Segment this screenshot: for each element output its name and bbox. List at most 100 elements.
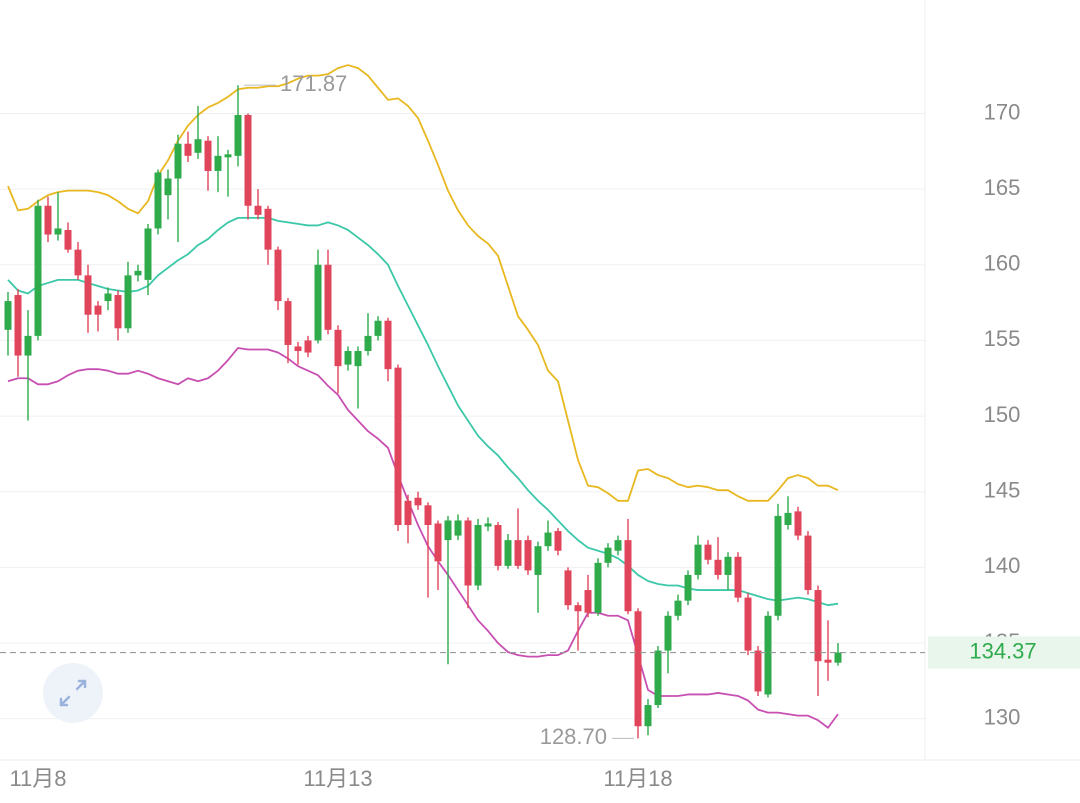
candle-body xyxy=(634,611,642,727)
candle-body xyxy=(684,574,692,601)
candle-body xyxy=(664,615,672,651)
candle-body xyxy=(534,546,542,575)
candle-body xyxy=(424,505,432,526)
y-tick-label: 160 xyxy=(984,251,1021,276)
expand-icon[interactable] xyxy=(59,679,87,707)
candle-body xyxy=(654,650,662,706)
min-annotation: 128.70 xyxy=(540,724,607,749)
candle-body xyxy=(724,556,732,575)
candle-body xyxy=(504,540,512,566)
candle-body xyxy=(264,208,272,250)
candle-body xyxy=(524,540,532,571)
x-tick-label: 11月8 xyxy=(9,766,66,791)
candle-body xyxy=(414,497,422,506)
candle-body xyxy=(224,154,232,158)
candle-body xyxy=(774,515,782,616)
candle-body xyxy=(234,114,242,156)
candle-body xyxy=(694,544,702,575)
candle-body xyxy=(254,205,262,215)
candle-body xyxy=(64,229,72,250)
candle-body xyxy=(764,615,772,695)
candle-body xyxy=(514,540,522,566)
candle-body xyxy=(374,320,382,336)
candle-body xyxy=(124,275,132,329)
y-tick-label: 170 xyxy=(984,99,1021,124)
candle-body xyxy=(834,652,842,663)
y-tick-label: 150 xyxy=(984,402,1021,427)
candle-body xyxy=(734,556,742,598)
candle-body xyxy=(744,597,752,651)
candle-body xyxy=(394,367,402,526)
candle-body xyxy=(354,351,362,367)
candle-body xyxy=(574,605,582,612)
candle-body xyxy=(14,295,22,356)
x-tick-label: 11月13 xyxy=(303,766,372,791)
candle-body xyxy=(164,178,172,196)
candle-body xyxy=(444,520,452,541)
candle-body xyxy=(324,264,332,330)
candle-body xyxy=(674,600,682,616)
candle-body xyxy=(404,500,412,526)
expand-button-bg[interactable] xyxy=(43,663,103,723)
candle-body xyxy=(384,320,392,370)
candle-body xyxy=(344,351,352,365)
candle-body xyxy=(194,139,202,153)
candle-body xyxy=(624,540,632,612)
candle-body xyxy=(434,523,442,562)
candle-body xyxy=(754,650,762,692)
max-annotation: 171.87 xyxy=(280,71,347,96)
candle-body xyxy=(114,295,122,329)
grid xyxy=(0,112,925,720)
candle-body xyxy=(214,155,222,171)
candle-body xyxy=(824,659,832,663)
candle-body xyxy=(554,531,562,551)
candle-body xyxy=(54,228,62,235)
band-line xyxy=(7,216,839,607)
band-line xyxy=(7,64,839,502)
candle-body xyxy=(454,520,462,536)
candle-body xyxy=(804,535,812,591)
candle-body xyxy=(714,559,722,575)
candle-body xyxy=(474,525,482,586)
candle-body xyxy=(174,143,182,179)
y-tick-label: 165 xyxy=(984,175,1021,200)
last-price-label: 134.37 xyxy=(969,638,1036,663)
candle-body xyxy=(44,205,52,235)
candle-body xyxy=(284,301,292,345)
bands xyxy=(7,64,839,729)
candle-body xyxy=(244,114,252,206)
labels: 13013514014515015516016517011月811月1311月1… xyxy=(0,71,1080,791)
candle-body xyxy=(104,293,112,302)
last-price-tag xyxy=(928,636,1080,669)
candle-body xyxy=(34,205,42,336)
candle-body xyxy=(84,275,92,315)
y-tick-label: 155 xyxy=(984,326,1021,351)
candle-body xyxy=(464,520,472,586)
candle-body xyxy=(704,544,712,560)
candle-body xyxy=(814,590,822,662)
candle-body xyxy=(364,335,372,352)
candle-body xyxy=(204,140,212,171)
candle-body xyxy=(304,340,312,353)
y-tick-label: 140 xyxy=(984,553,1021,578)
candle-body xyxy=(564,570,572,606)
candle-body xyxy=(614,540,622,551)
candle-body xyxy=(584,590,592,613)
candle-body xyxy=(274,249,282,302)
candle-body xyxy=(484,523,492,527)
expand-button[interactable] xyxy=(43,663,103,723)
candle-body xyxy=(74,249,82,276)
candle-body xyxy=(4,301,12,330)
candle-body xyxy=(294,346,302,352)
y-tick-label: 130 xyxy=(984,704,1021,729)
candle-body xyxy=(144,228,152,280)
candle-body xyxy=(594,562,602,613)
band-line xyxy=(7,347,839,729)
candle-body xyxy=(644,705,652,727)
candle-body xyxy=(794,511,802,536)
y-tick-label: 145 xyxy=(984,478,1021,503)
candle-body xyxy=(94,305,102,315)
